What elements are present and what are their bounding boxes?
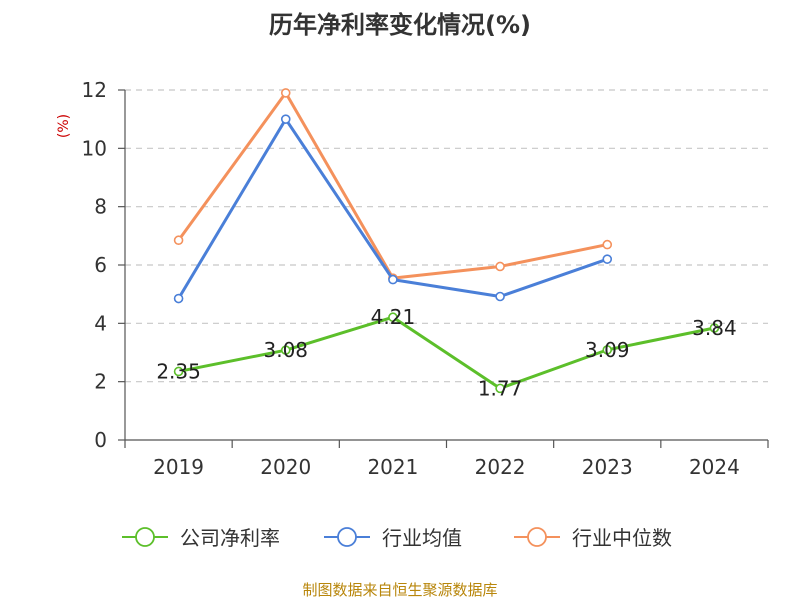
data-label: 2.35 [156, 359, 201, 383]
data-point [602, 239, 613, 250]
data-label: 4.21 [371, 305, 416, 329]
data-point [495, 261, 505, 272]
legend-label: 行业均值 [382, 526, 462, 550]
legend-label: 公司净利率 [180, 526, 280, 550]
source-note: 制图数据来自恒生聚源数据库 [302, 581, 497, 599]
legend-marker [135, 527, 155, 547]
data-label: 3.08 [263, 338, 308, 362]
legend-marker [337, 527, 357, 547]
data-point [280, 114, 291, 124]
y-tick-label-6: 6 [94, 253, 107, 277]
data-point [173, 235, 184, 246]
series-line-0 [178, 315, 715, 390]
data-point [388, 312, 398, 323]
x-tick-label-2023: 2023 [582, 455, 633, 479]
data-point [173, 293, 184, 304]
data-point [280, 88, 291, 98]
data-point [602, 254, 613, 264]
series-lines [173, 88, 720, 394]
chart-title: 历年净利率变化情况(%) [269, 11, 531, 39]
x-tick-label-2019: 2019 [153, 455, 204, 479]
data-label: 3.84 [692, 316, 737, 340]
y-axis-unit-label: (%) [56, 114, 72, 138]
y-tick-label-10: 10 [82, 136, 107, 160]
x-tick-label-2024: 2024 [689, 455, 740, 479]
x-tick-label-2020: 2020 [260, 455, 311, 479]
series-line-1 [177, 117, 608, 300]
data-point [495, 291, 505, 302]
legend: 公司净利率 行业均值 行业中位数 [122, 526, 672, 550]
series-line-2 [177, 91, 608, 280]
data-point [709, 323, 720, 333]
x-tick-label-2022: 2022 [475, 455, 526, 479]
gridlines [125, 89, 768, 383]
y-tick-label-8: 8 [94, 195, 107, 219]
axes: 0 2 4 6 8 10 12 2019 2020 2021 2022 2023 2024 [82, 78, 769, 479]
legend-label: 行业中位数 [572, 526, 672, 550]
data-labels: 2.35 3.08 4.21 1.77 3.09 3.84 [156, 305, 736, 400]
y-tick-label-4: 4 [94, 311, 107, 335]
data-point [173, 366, 184, 377]
x-tick-label-2021: 2021 [367, 455, 418, 479]
y-tick-label-2: 2 [94, 370, 107, 394]
data-label: 3.09 [585, 338, 630, 362]
y-tick-label-12: 12 [82, 78, 107, 102]
legend-marker [527, 527, 547, 547]
y-tick-label-0: 0 [94, 428, 107, 452]
data-point [602, 345, 613, 355]
data-point [495, 383, 505, 394]
data-label: 1.77 [478, 376, 523, 400]
data-point [388, 274, 398, 285]
data-point [280, 345, 291, 355]
